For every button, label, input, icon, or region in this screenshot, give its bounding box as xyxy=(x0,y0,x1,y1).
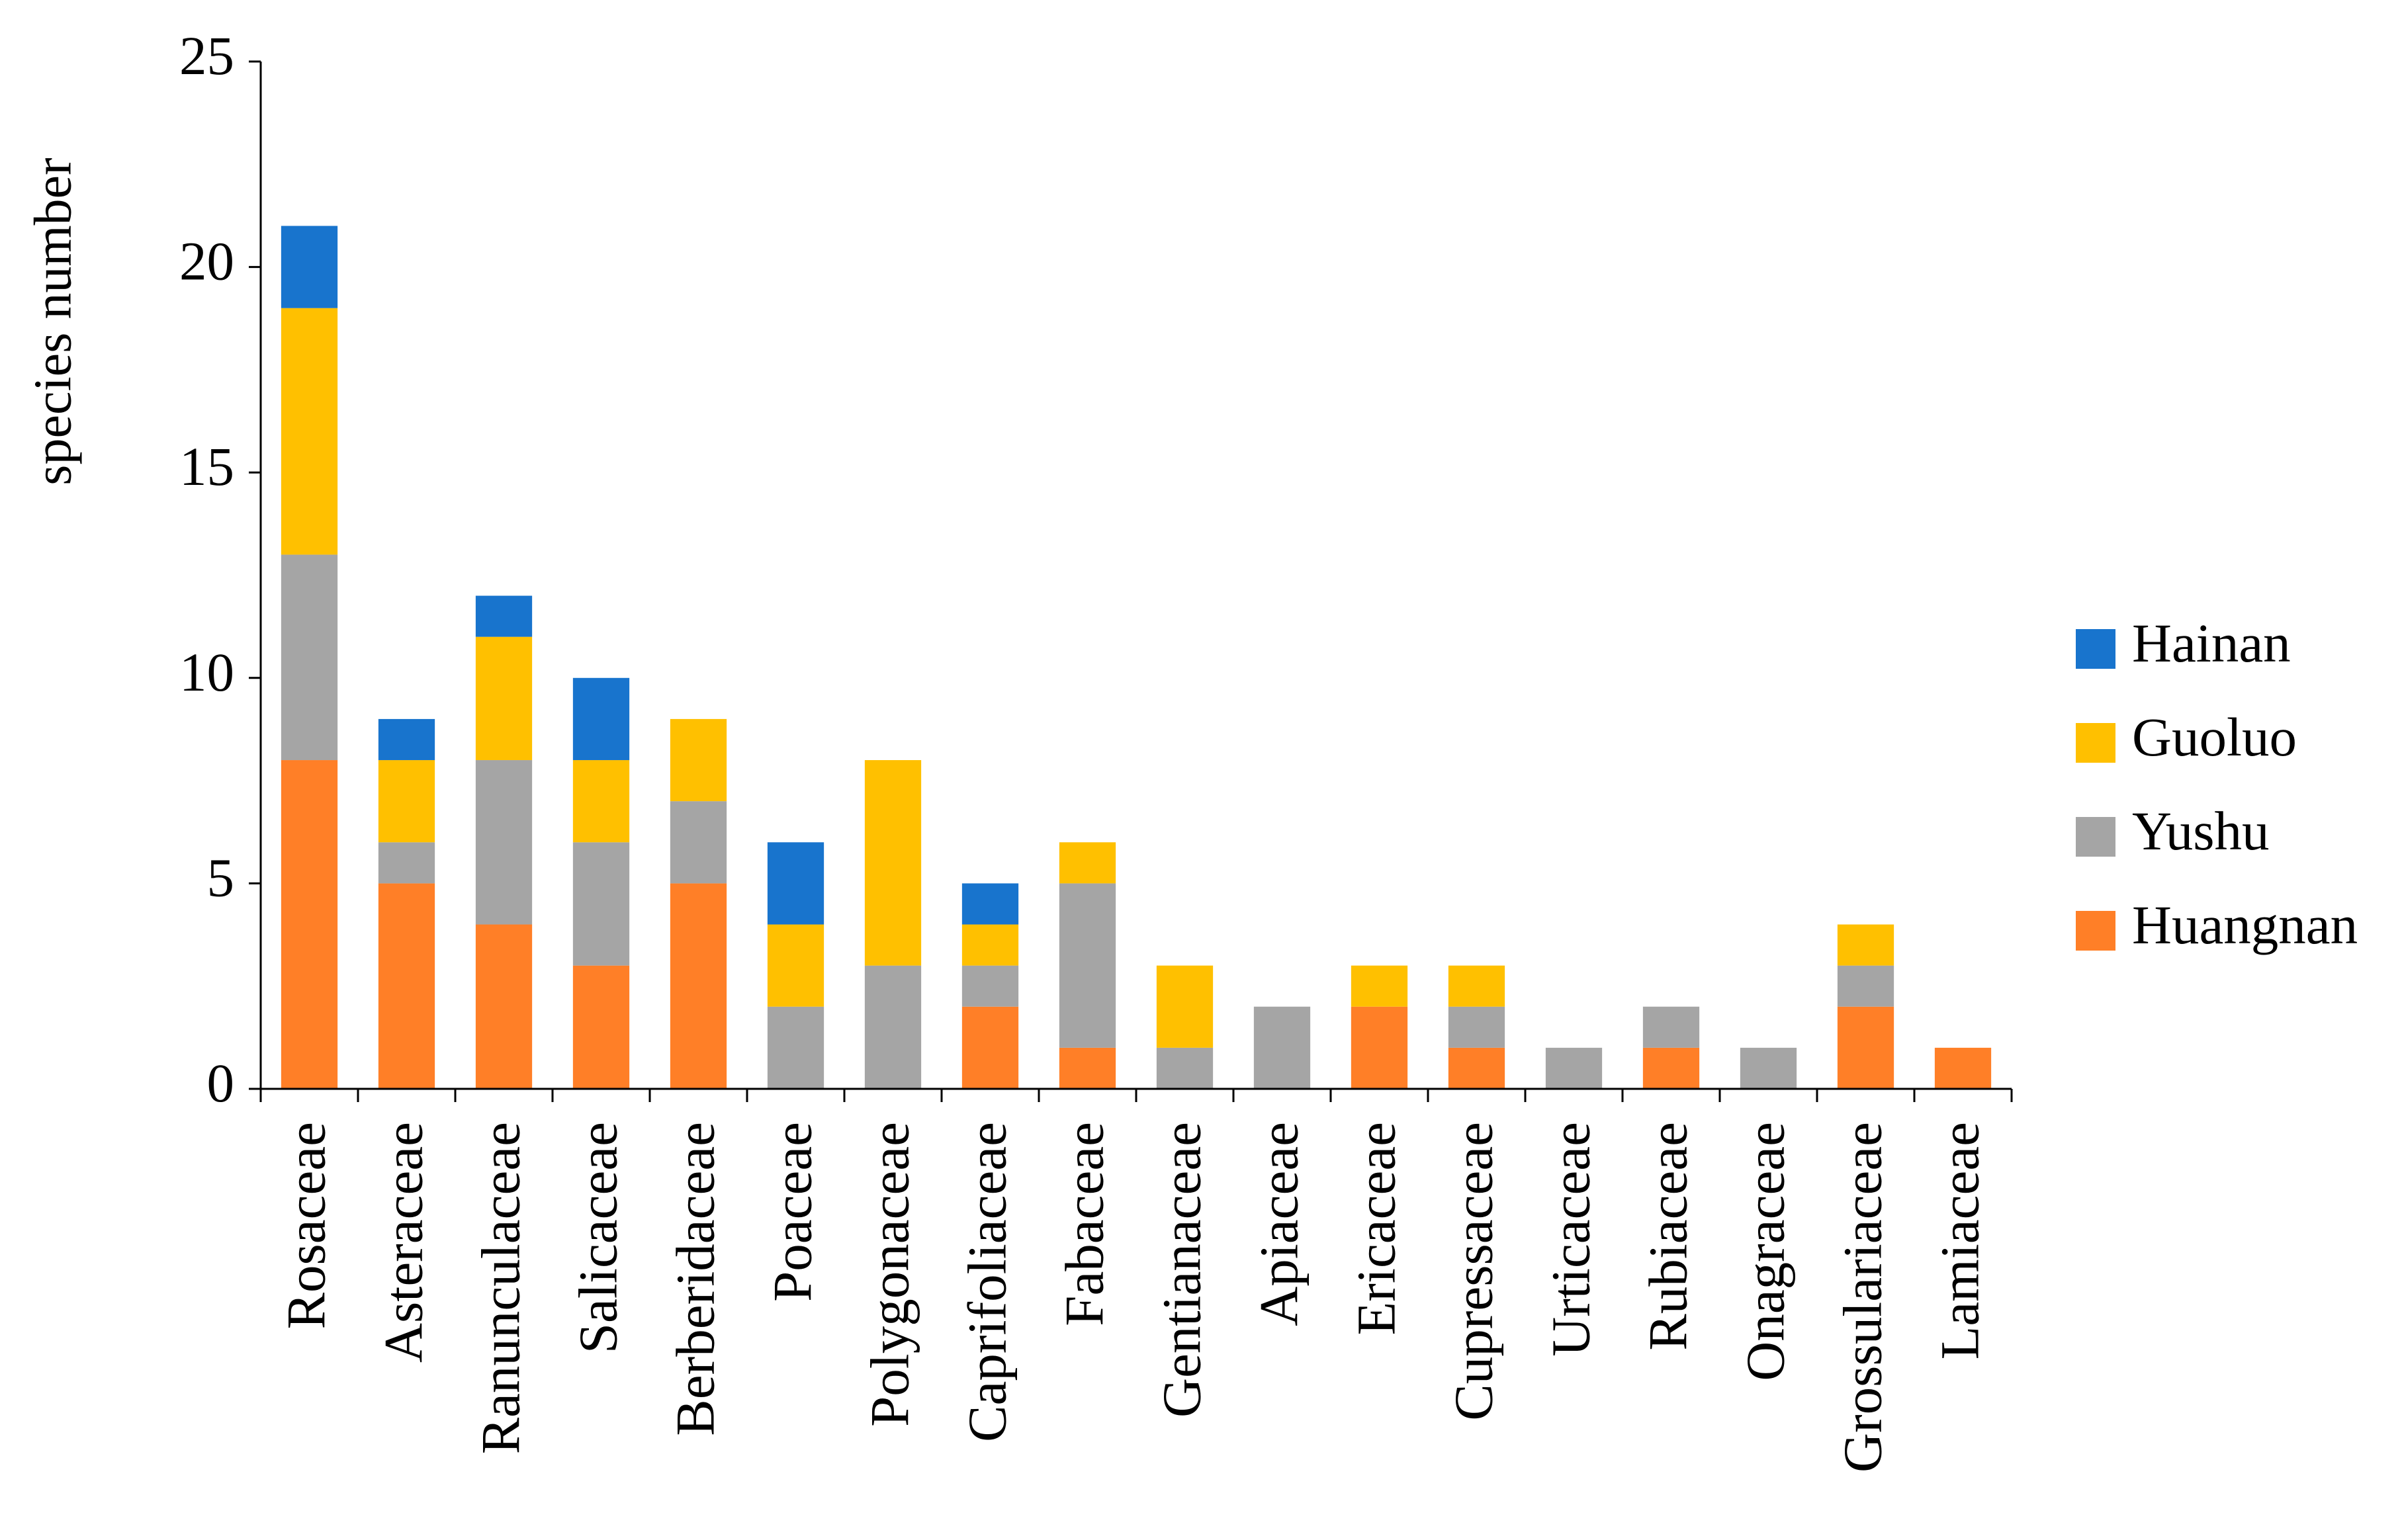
y-tick-label: 15 xyxy=(179,436,234,497)
bar-segment xyxy=(1837,924,1894,966)
y-tick-label: 20 xyxy=(179,231,234,292)
x-tick-label: Onagraceae xyxy=(1735,1122,1796,1381)
bar-segment xyxy=(1156,965,1214,1048)
bar-segment xyxy=(281,308,338,555)
bar-segment xyxy=(378,718,435,761)
legend-swatch xyxy=(2076,723,2115,763)
bar-segment xyxy=(475,760,533,925)
bar-segment xyxy=(1448,965,1505,1007)
bar-segment xyxy=(1837,965,1894,1007)
x-tick-label: Cupressaceae xyxy=(1443,1122,1504,1421)
x-tick-label: Berberidaceae xyxy=(665,1122,726,1436)
bar-segment xyxy=(1642,1006,1700,1048)
x-tick-label: Poaceae xyxy=(762,1122,823,1302)
bar-segment xyxy=(1545,1047,1603,1089)
bar-segment xyxy=(767,1006,824,1089)
x-tick-label: Rosaceae xyxy=(276,1122,337,1329)
bar-segment xyxy=(1740,1047,1797,1089)
x-tick-label: Grossulariaceae xyxy=(1832,1122,1893,1473)
bar-segment xyxy=(572,760,630,843)
bar-segment xyxy=(767,842,824,925)
bar-segment xyxy=(961,965,1019,1007)
bar-segment xyxy=(864,760,922,966)
bar-segment xyxy=(1351,965,1408,1007)
bar-segment xyxy=(572,965,630,1089)
bar-segment xyxy=(1059,842,1116,884)
bar-segment xyxy=(572,842,630,966)
x-tick-label: Apiaceae xyxy=(1249,1122,1310,1326)
bar-segment xyxy=(670,718,727,802)
bar-segment xyxy=(281,760,338,1089)
bar-segment xyxy=(961,883,1019,925)
bar-segment xyxy=(378,883,435,1089)
bar-segment xyxy=(475,636,533,761)
legend-label: Huangnan xyxy=(2132,894,2358,955)
bar-segment xyxy=(281,554,338,761)
legend-swatch xyxy=(2076,629,2115,669)
bar-segment xyxy=(864,965,922,1089)
legend-label: Yushu xyxy=(2132,800,2270,861)
bar-segment xyxy=(1642,1047,1700,1089)
x-tick-label: Polygonaceae xyxy=(860,1122,920,1427)
bar-segment xyxy=(670,883,727,1089)
y-tick-label: 5 xyxy=(207,847,235,908)
bar-segment xyxy=(1448,1006,1505,1048)
bar-segment xyxy=(1253,1006,1311,1089)
bar-segment xyxy=(572,677,630,761)
legend-swatch xyxy=(2076,817,2115,857)
legend-swatch xyxy=(2076,911,2115,951)
x-tick-label: Salicaceae xyxy=(568,1122,629,1353)
x-tick-label: Lamiaceae xyxy=(1930,1122,1990,1359)
bar-segment xyxy=(475,595,533,637)
legend-label: Hainan xyxy=(2132,613,2291,673)
bar-segment xyxy=(378,760,435,843)
bar-segment xyxy=(1934,1047,1992,1089)
bar-segment xyxy=(475,924,533,1089)
bar-segment xyxy=(1448,1047,1505,1089)
y-axis-label: species number xyxy=(24,157,82,485)
x-tick-label: Asteraceae xyxy=(373,1122,434,1363)
bar-segment xyxy=(961,1006,1019,1089)
bar-segment xyxy=(1156,1047,1214,1089)
bar-segment xyxy=(281,226,338,308)
x-tick-label: Ericaceae xyxy=(1346,1122,1407,1335)
x-tick-label: Urticaceae xyxy=(1540,1122,1601,1357)
x-tick-label: Fabaceae xyxy=(1054,1122,1115,1326)
bar-segment xyxy=(767,924,824,1007)
y-tick-label: 0 xyxy=(207,1052,235,1113)
legend-label: Guoluo xyxy=(2132,706,2297,767)
x-tick-label: Caprifoliaceae xyxy=(957,1122,1018,1442)
bar-segment xyxy=(1059,1047,1116,1089)
y-tick-label: 10 xyxy=(179,642,234,703)
y-tick-label: 25 xyxy=(179,25,234,86)
x-tick-label: Rubiaceae xyxy=(1638,1122,1699,1351)
x-tick-label: Gentianaceae xyxy=(1151,1122,1212,1418)
bar-segment xyxy=(961,924,1019,966)
bar-segment xyxy=(1837,1006,1894,1089)
x-tick-label: Ranunculaceae xyxy=(470,1122,531,1454)
bar-segment xyxy=(378,842,435,884)
bar-segment xyxy=(1059,883,1116,1048)
bar-segment xyxy=(670,801,727,884)
bar-segment xyxy=(1351,1006,1408,1089)
